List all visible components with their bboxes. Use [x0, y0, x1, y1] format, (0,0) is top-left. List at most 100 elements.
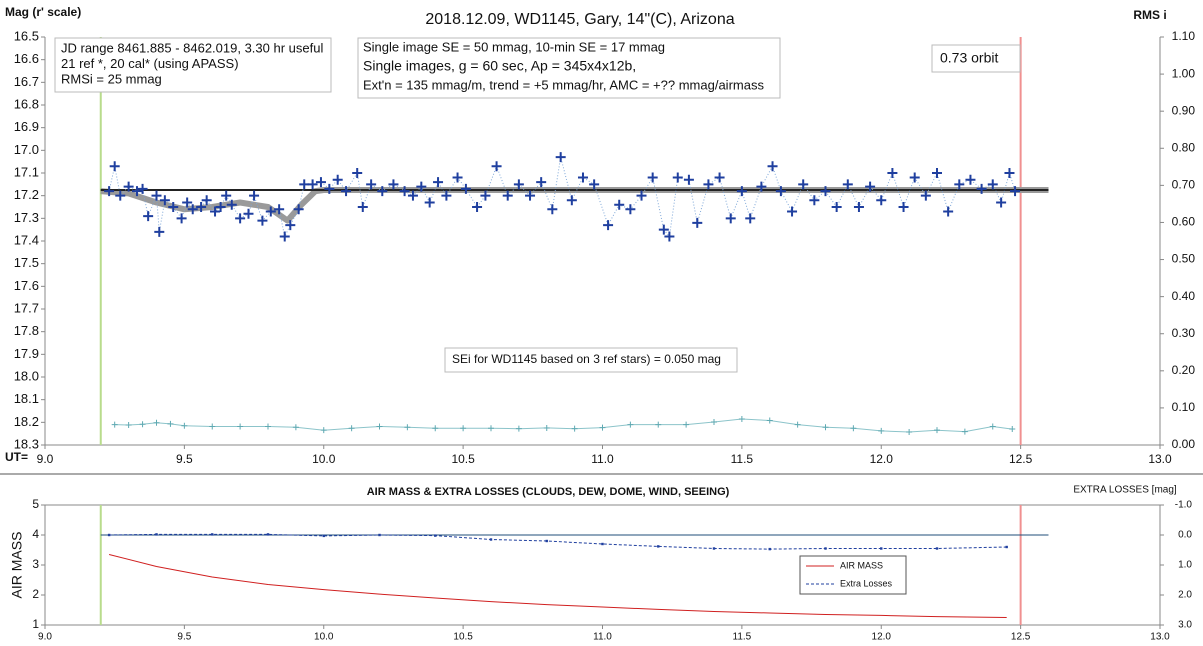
data-point	[932, 168, 942, 178]
data-point	[424, 197, 435, 208]
data-point	[614, 199, 625, 210]
data-point	[820, 186, 831, 197]
data-point	[515, 425, 522, 432]
chart-title: AIR MASS & EXTRA LOSSES (CLOUDS, DEW, DO…	[367, 486, 730, 498]
data-point	[711, 419, 717, 426]
data-point	[111, 421, 118, 428]
data-point	[433, 177, 444, 188]
y-axis-label: AIR MASS	[9, 532, 25, 599]
chart-title: 2018.12.09, WD1145, Gary, 14"(C), Arizon…	[425, 11, 734, 28]
y-tick-label: 18.2	[14, 414, 39, 429]
data-point	[787, 206, 798, 217]
x-tick-label: 11.5	[733, 632, 752, 643]
data-point	[636, 190, 647, 201]
y-tick-label: 17.5	[14, 255, 39, 270]
data-point	[460, 183, 471, 194]
data-point	[139, 421, 146, 428]
data-point	[182, 197, 193, 208]
annotation-text: Ext'n = 135 mmag/m, trend = +5 mmag/hr, …	[363, 77, 764, 92]
data-point	[257, 215, 268, 226]
y-tick-label: 4	[32, 527, 39, 541]
data-point	[265, 423, 271, 430]
data-point	[352, 168, 363, 178]
y-tick-label: 18.0	[14, 368, 39, 383]
data-point	[168, 202, 179, 212]
y-tick-label: 16.8	[14, 96, 39, 111]
data-point	[243, 208, 254, 219]
data-point	[285, 220, 296, 231]
data-point	[293, 204, 304, 215]
y2-tick-label: 0.60	[1172, 215, 1196, 229]
data-point	[934, 427, 940, 434]
x-tick-label: 12.5	[1009, 452, 1033, 466]
data-point	[143, 211, 154, 222]
data-point	[196, 202, 207, 212]
data-point	[307, 179, 318, 190]
data-point	[104, 186, 115, 197]
annotation-text: Single images, g = 60 sec, Ap = 345x4x12…	[363, 58, 636, 74]
data-point	[404, 424, 411, 431]
data-point	[525, 190, 536, 201]
data-point	[388, 179, 399, 190]
data-point	[211, 533, 214, 536]
data-point	[376, 423, 383, 430]
legend-label: AIR MASS	[840, 560, 883, 570]
data-point	[954, 179, 965, 190]
data-point	[123, 181, 134, 192]
data-point	[692, 217, 703, 228]
data-point	[842, 179, 853, 190]
y-tick-label: 17.8	[14, 323, 39, 338]
data-point	[434, 534, 437, 537]
data-point	[315, 177, 326, 188]
data-point	[965, 174, 976, 185]
data-point	[154, 226, 165, 237]
data-point	[249, 190, 260, 201]
data-point	[137, 183, 148, 194]
x-tick-label: 12.5	[1011, 632, 1031, 643]
data-point	[987, 179, 998, 190]
data-point	[109, 161, 120, 172]
data-point	[577, 172, 588, 183]
data-point	[348, 425, 355, 432]
data-point	[115, 190, 126, 201]
data-point	[357, 202, 368, 212]
data-point	[488, 425, 494, 432]
data-point	[768, 547, 771, 551]
y-tick-label: 1	[32, 617, 39, 631]
x-tick-label: 11.5	[731, 452, 754, 466]
chart: AIR MASS & EXTRA LOSSES (CLOUDS, DEW, DO…	[9, 485, 1193, 643]
data-point	[322, 534, 325, 538]
y2-tick-label: 0.70	[1172, 178, 1196, 192]
data-point	[1004, 168, 1015, 178]
annotation-box	[54, 37, 332, 93]
x-tick-label: 9.5	[176, 452, 193, 466]
y2-tick-label: 0.80	[1172, 140, 1196, 154]
data-point	[1009, 426, 1016, 433]
x-axis-label: UT=	[5, 450, 28, 464]
y-tick-label: 16.7	[14, 74, 39, 89]
annotation-box	[444, 347, 738, 373]
x-tick-label: 11.0	[593, 632, 612, 643]
series-line	[114, 418, 1013, 433]
data-point	[657, 545, 660, 548]
data-point	[489, 538, 493, 541]
data-point	[432, 425, 439, 432]
data-point	[664, 231, 675, 242]
y-tick-label: 17.4	[14, 232, 39, 247]
data-point	[441, 190, 452, 201]
data-point	[226, 199, 237, 210]
data-point	[853, 202, 864, 212]
series-line	[108, 554, 1007, 618]
data-point	[824, 547, 827, 550]
data-point	[627, 421, 634, 428]
y2-tick-label: 0.40	[1172, 289, 1196, 303]
data-point	[589, 179, 600, 190]
y2-tick-label: 1.10	[1172, 29, 1196, 43]
data-point	[1010, 186, 1021, 197]
data-point	[898, 202, 909, 212]
data-point	[274, 204, 285, 215]
y-tick-label: 17.9	[14, 346, 39, 361]
data-point	[407, 190, 418, 201]
y2-tick-label: 0.10	[1172, 400, 1196, 414]
